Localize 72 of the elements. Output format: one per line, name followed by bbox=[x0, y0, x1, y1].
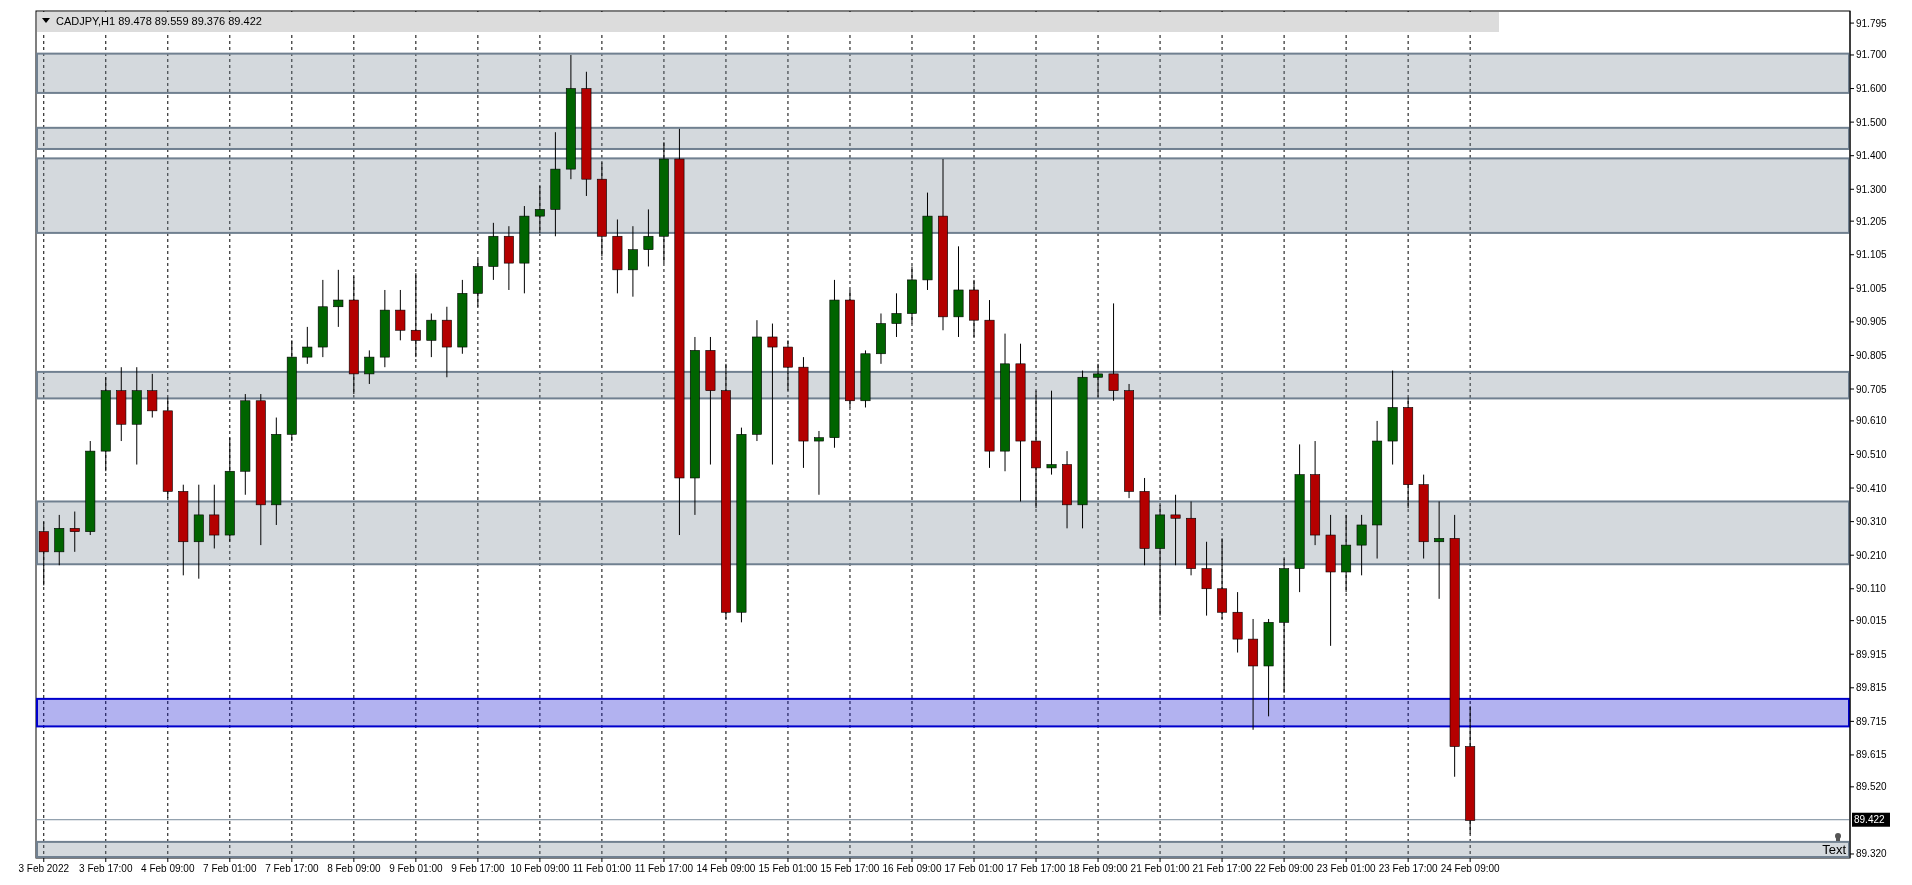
x-tick-label: 23 Feb 01:00 bbox=[1316, 863, 1377, 874]
y-tick-label: 89.615 bbox=[1856, 749, 1888, 761]
candlestick bbox=[1170, 494, 1181, 566]
candlestick bbox=[1356, 514, 1367, 576]
y-tick-label: 90.610 bbox=[1856, 415, 1888, 427]
x-tick-label: 21 Feb 17:00 bbox=[1192, 863, 1252, 874]
x-tick-label: 22 Feb 09:00 bbox=[1254, 863, 1314, 874]
x-tick-label: 3 Feb 2022 bbox=[18, 863, 70, 874]
y-tick-label: 89.320 bbox=[1856, 848, 1888, 860]
candlestick bbox=[1108, 302, 1119, 402]
y-tick-label: 89.715 bbox=[1856, 715, 1888, 727]
x-tick-label: 14 Feb 09:00 bbox=[696, 863, 756, 874]
y-tick-label: 90.210 bbox=[1856, 549, 1888, 561]
candlestick bbox=[643, 208, 654, 267]
candlestick bbox=[209, 484, 220, 549]
chart-title: CADJPY,H1 89.478 89.559 89.376 89.422 bbox=[56, 15, 262, 27]
y-tick-label: 89.815 bbox=[1856, 682, 1888, 694]
x-tick-label: 10 Feb 09:00 bbox=[510, 863, 570, 874]
y-tick-label: 91.795 bbox=[1856, 17, 1888, 29]
candlestick bbox=[627, 225, 638, 298]
y-tick-label: 89.915 bbox=[1856, 648, 1888, 660]
candlestick bbox=[891, 292, 902, 338]
x-tick-label: 24 Feb 09:00 bbox=[1440, 863, 1501, 874]
x-tick-label: 18 Feb 09:00 bbox=[1068, 863, 1128, 874]
x-tick-label: 11 Feb 01:00 bbox=[572, 863, 632, 874]
y-tick-label: 91.600 bbox=[1856, 83, 1888, 95]
x-tick-label: 11 Feb 17:00 bbox=[634, 863, 694, 874]
x-tick-label: 21 Feb 01:00 bbox=[1130, 863, 1190, 874]
x-tick-label: 4 Feb 09:00 bbox=[141, 863, 195, 874]
candlestick bbox=[333, 269, 344, 328]
candlestick bbox=[69, 511, 80, 553]
y-tick-label: 91.500 bbox=[1856, 116, 1888, 128]
y-tick-label: 89.520 bbox=[1856, 781, 1888, 793]
y-tick-label: 90.015 bbox=[1856, 615, 1888, 627]
y-tick-label: 91.005 bbox=[1856, 282, 1888, 294]
candlestick bbox=[302, 326, 313, 365]
ref-line-label: 89.422 bbox=[1854, 814, 1886, 826]
y-tick-label: 91.300 bbox=[1856, 183, 1888, 195]
candlestick bbox=[814, 430, 824, 496]
candlestick bbox=[426, 312, 437, 358]
x-tick-label: 3 Feb 17:00 bbox=[79, 863, 133, 874]
x-tick-label: 16 Feb 09:00 bbox=[882, 863, 942, 874]
x-tick-label: 9 Feb 17:00 bbox=[451, 863, 505, 874]
candlestick bbox=[1201, 541, 1212, 617]
y-tick-label: 91.205 bbox=[1856, 215, 1888, 227]
y-tick-label: 90.805 bbox=[1856, 349, 1888, 361]
x-tick-label: 15 Feb 17:00 bbox=[820, 863, 880, 874]
candlestick bbox=[1434, 500, 1445, 600]
y-tick-label: 90.410 bbox=[1856, 482, 1888, 494]
y-tick-label: 91.700 bbox=[1856, 49, 1888, 61]
x-tick-label: 7 Feb 17:00 bbox=[265, 863, 319, 874]
annotation: Text bbox=[1822, 842, 1847, 857]
y-tick-label: 91.400 bbox=[1856, 150, 1888, 162]
x-tick-label: 17 Feb 17:00 bbox=[1006, 863, 1066, 874]
x-tick-label: 8 Feb 09:00 bbox=[327, 863, 381, 874]
x-tick-label: 17 Feb 01:00 bbox=[944, 863, 1004, 874]
y-tick-label: 90.705 bbox=[1856, 383, 1888, 395]
candlestick bbox=[364, 349, 375, 385]
x-tick-label: 23 Feb 17:00 bbox=[1378, 863, 1439, 874]
candlestick bbox=[1046, 390, 1057, 476]
y-tick-label: 91.105 bbox=[1856, 249, 1888, 261]
x-tick-label: 9 Feb 01:00 bbox=[389, 863, 443, 874]
x-tick-label: 15 Feb 01:00 bbox=[758, 863, 818, 874]
candlestick bbox=[147, 373, 158, 419]
x-tick-label: 7 Feb 01:00 bbox=[203, 863, 257, 874]
y-tick-label: 90.510 bbox=[1856, 448, 1888, 460]
y-tick-label: 90.110 bbox=[1856, 583, 1887, 595]
candlestick bbox=[54, 514, 65, 566]
y-tick-label: 90.905 bbox=[1856, 316, 1888, 328]
candlestick bbox=[395, 289, 406, 341]
candlestick bbox=[767, 323, 778, 466]
y-tick-label: 90.310 bbox=[1856, 516, 1888, 528]
